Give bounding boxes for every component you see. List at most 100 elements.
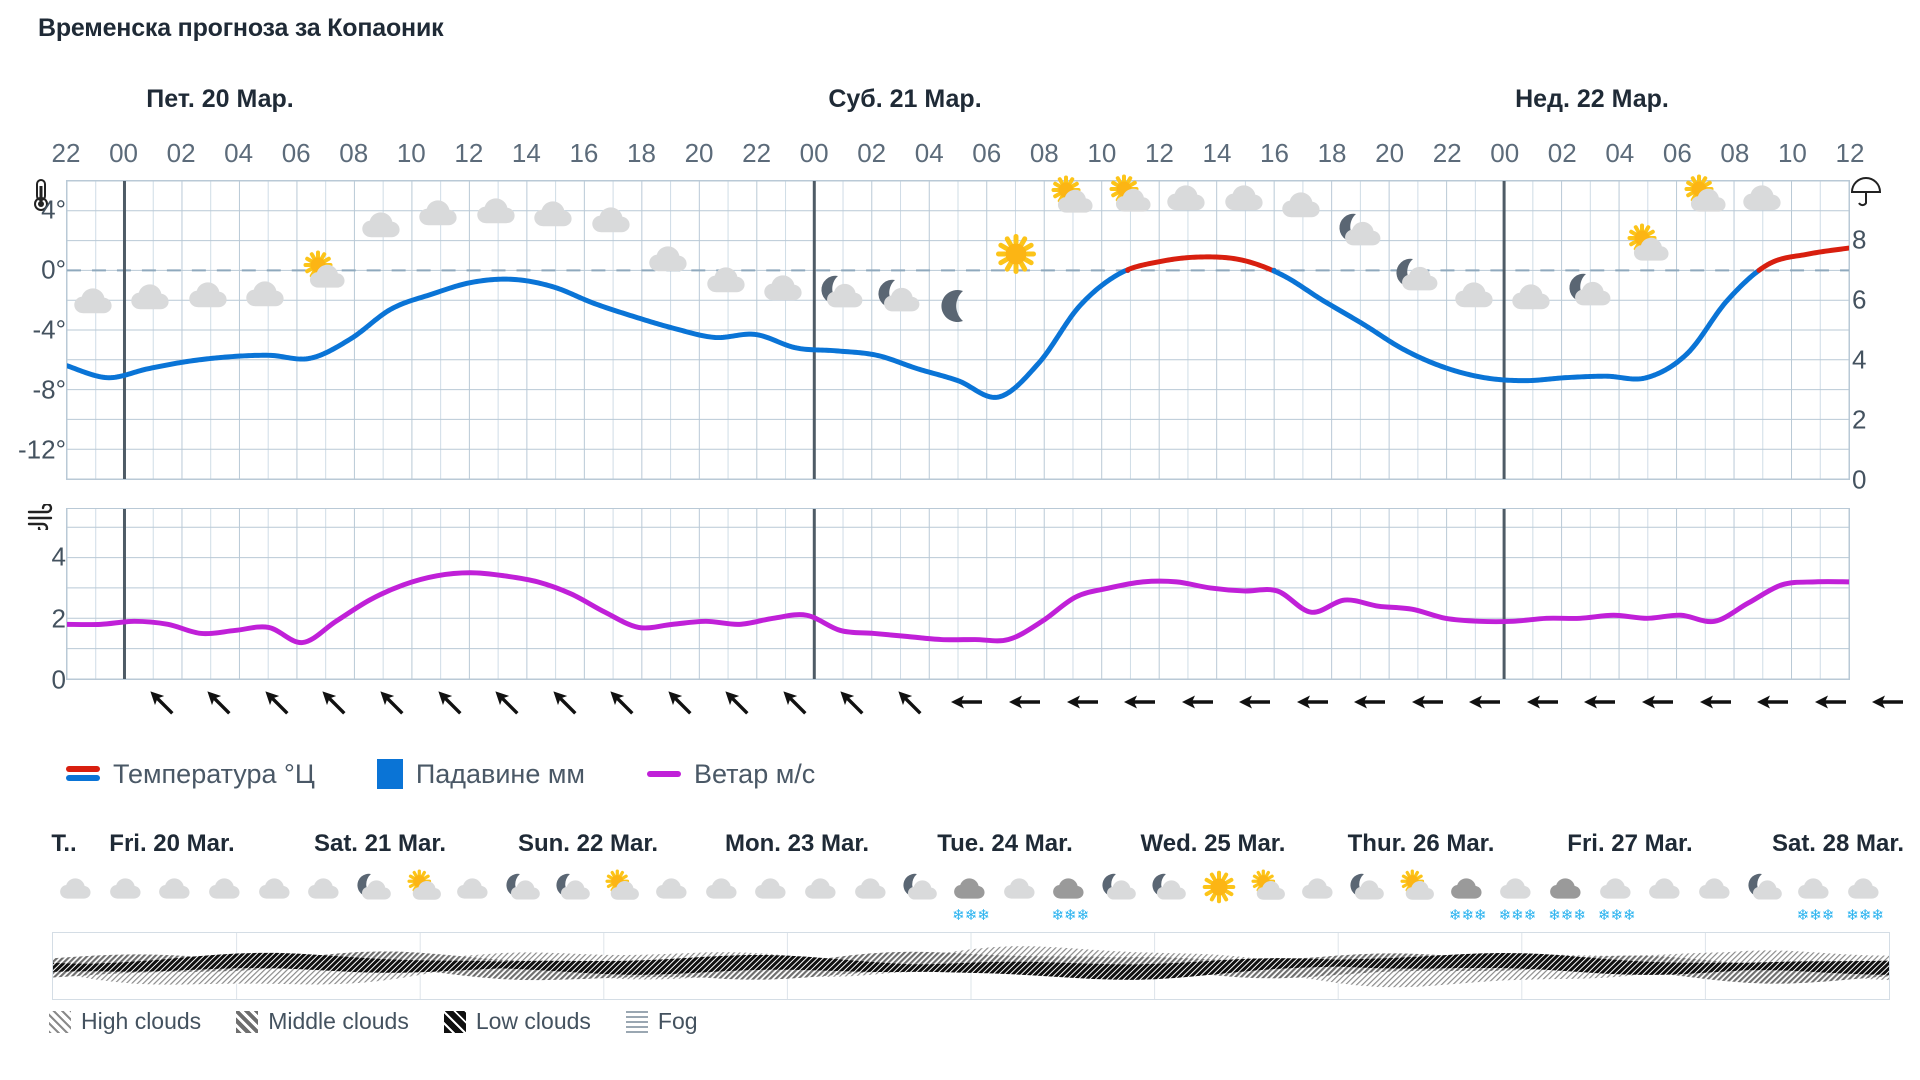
long-range-icon-cloudy	[452, 868, 496, 906]
long-range-icon-cloudy	[999, 868, 1043, 906]
wind-arrow-w	[1639, 684, 1675, 720]
temperature-tick-label: 0°	[41, 254, 66, 285]
wind-arrow-sw	[718, 684, 754, 720]
hour-tick-label: 18	[627, 138, 656, 168]
long-range-icon-cloudy-dark	[1048, 868, 1092, 906]
long-range-icon-sunny	[1197, 868, 1241, 906]
cloud-legend-item: High clouds	[48, 1008, 201, 1035]
long-range-icon-partly-cloudy-night	[502, 868, 546, 906]
wind-arrow-w	[1697, 684, 1733, 720]
wind-arrow-sw	[315, 684, 351, 720]
long-range-day-label: Wed. 25 Mar.	[1140, 830, 1286, 857]
hour-tick-label: 04	[224, 138, 254, 168]
wind-arrow-w	[1064, 684, 1100, 720]
long-range-icon-partly-cloudy-night	[1098, 868, 1142, 906]
long-range-icon-cloudy	[303, 868, 347, 906]
snow-indicator: ❄❄❄	[1548, 907, 1586, 924]
long-range-icon-cloudy	[204, 868, 248, 906]
hour-tick-label: 06	[972, 138, 1002, 168]
hour-tick-label: 00	[109, 138, 139, 168]
snow-indicator: ❄❄❄	[1498, 907, 1537, 924]
temperature-tick-label: -4°	[32, 314, 66, 345]
wind-arrow-sw	[603, 684, 639, 720]
cloud-cover-chart	[52, 932, 1890, 1000]
wind-arrow-w	[1754, 684, 1790, 720]
long-range-icon-cloudy	[1495, 868, 1539, 906]
hour-tick-label: 02	[1547, 138, 1577, 168]
hour-tick-label: 22	[742, 138, 772, 168]
page-title: Временска прогноза за Копаоник	[38, 14, 444, 42]
long-range-day-label: Sun. 22 Mar.	[517, 830, 659, 857]
wind-line-swatch	[646, 771, 681, 777]
long-range-day-label: Fri. 20 Mar.	[109, 830, 235, 857]
wind-arrow-sw	[143, 684, 179, 720]
hour-tick-label: 02	[857, 138, 887, 168]
long-range-icon-cloudy	[1595, 868, 1639, 906]
long-range-icon-partly-cloudy-night	[1148, 868, 1192, 906]
long-range-day-labels: T.. Fri. 20 Mar. Sat. 21 Mar. Sun. 22 Mar. M…	[0, 830, 1920, 864]
cloud-legend-item: Low clouds	[442, 1008, 591, 1035]
hour-tick-label: 12	[1835, 138, 1865, 168]
day-header: Нед. 22 Мар.	[1515, 85, 1669, 113]
cloud-legend-label: High clouds	[81, 1008, 202, 1034]
precipitation-tick-label: 0	[1852, 464, 1867, 495]
precipitation-tick-label: 6	[1852, 284, 1867, 315]
wind-tick-label: 0	[51, 664, 66, 695]
hour-tick-label: 08	[339, 138, 369, 168]
cloud-legend-item: Middle clouds	[235, 1008, 409, 1035]
long-range-icon-cloudy	[154, 868, 198, 906]
legend-item: Температура °Ц	[66, 759, 315, 790]
wind-arrow-w	[1466, 684, 1502, 720]
hour-tick-label: 16	[569, 138, 599, 168]
long-range-icon-cloudy-dark	[949, 868, 993, 906]
legend-item: Падавине мм	[376, 758, 585, 790]
legend-label: Падавине мм	[415, 758, 585, 789]
hour-tick-label: 12	[454, 138, 484, 168]
temperature-tick-label: -12°	[18, 434, 66, 465]
wind-arrow-sw	[488, 684, 524, 720]
hour-tick-label: 10	[1777, 138, 1807, 168]
long-range-icon-partly-sunny	[601, 868, 645, 906]
temperature-precipitation-chart	[66, 180, 1850, 480]
wind-tick-label: 4	[51, 541, 66, 572]
low-clouds-swatch	[442, 1009, 467, 1034]
long-range-icon-cloudy	[651, 868, 695, 906]
long-range-icon-partly-sunny	[1247, 868, 1291, 906]
hour-tick-label: 10	[396, 138, 426, 168]
wind-arrow-w	[1351, 684, 1387, 720]
long-range-icon-partly-cloudy-night	[1744, 868, 1788, 906]
wind-arrow-sw	[258, 684, 294, 720]
long-range-icon-partly-cloudy-night	[353, 868, 397, 906]
precipitation-box-swatch	[376, 759, 403, 789]
snow-indicator: ❄❄❄	[1448, 907, 1487, 924]
cloud-legend-label: Middle clouds	[268, 1008, 409, 1034]
wind-arrow-w	[1294, 684, 1330, 720]
precipitation-tick-label: 8	[1852, 224, 1867, 255]
hour-tick-label: 00	[799, 138, 829, 168]
wind-arrow-w	[1869, 684, 1905, 720]
wind-arrow-w	[1236, 684, 1272, 720]
precipitation-tick-label: 2	[1852, 404, 1867, 435]
long-range-icon-cloudy	[1843, 868, 1887, 906]
long-range-icon-cloudy	[850, 868, 894, 906]
wind-tick-label: 2	[51, 603, 66, 634]
day-header: Пет. 20 Мар.	[146, 85, 294, 113]
hour-tick-label: 18	[1317, 138, 1347, 168]
long-range-day-label: Tue. 24 Mar.	[937, 830, 1073, 857]
wind-arrow-w	[1006, 684, 1042, 720]
wind-arrow-w	[1524, 684, 1560, 720]
long-range-day-label: Mon. 23 Mar.	[724, 830, 870, 857]
snow-indicator: ❄❄❄	[1051, 907, 1090, 924]
long-range-icon-partly-cloudy-night	[552, 868, 596, 906]
wind-arrow-w	[948, 684, 984, 720]
long-range-day-label: Fri. 27 Mar.	[1567, 830, 1693, 857]
snow-indicator: ❄❄❄	[1846, 907, 1885, 924]
temperature-tick-label: -8°	[32, 374, 66, 405]
day-header: Суб. 21 Мар.	[828, 85, 982, 113]
wind-chart	[66, 508, 1850, 680]
wind-direction-arrows	[66, 684, 1904, 730]
wind-arrow-w	[1812, 684, 1848, 720]
long-range-icon-cloudy	[1297, 868, 1341, 906]
snow-indicator: ❄❄❄	[1796, 907, 1835, 924]
